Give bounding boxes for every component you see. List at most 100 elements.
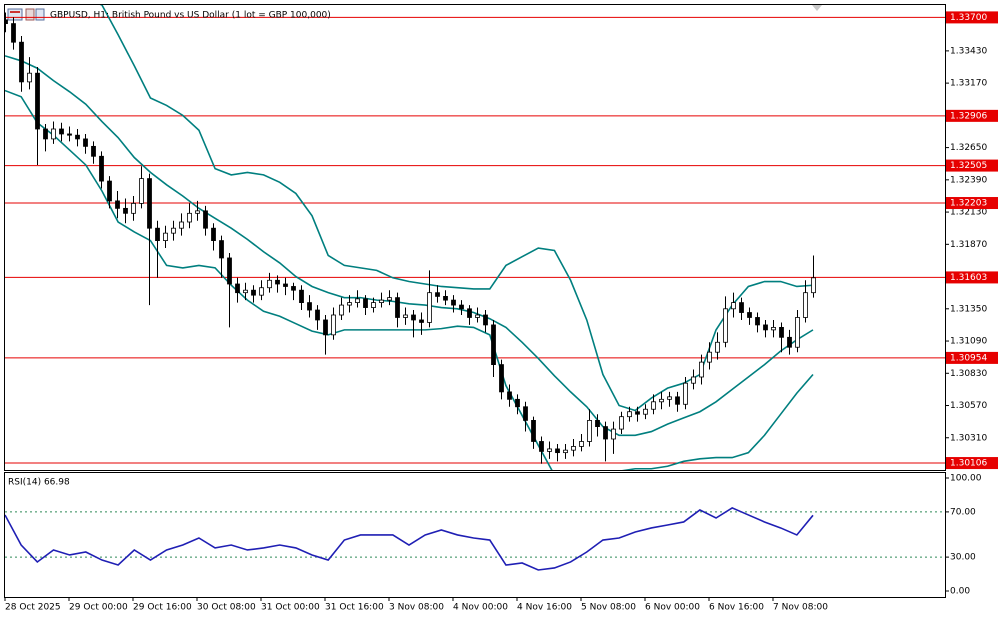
candle-body xyxy=(411,314,416,321)
candle-body xyxy=(691,376,696,384)
candle-body xyxy=(675,396,680,405)
level-label: 1.30106 xyxy=(950,459,987,469)
y-tick-label: 1.31090 xyxy=(950,337,987,347)
candle-body xyxy=(11,23,16,43)
candle-body xyxy=(715,341,720,353)
candle-body xyxy=(627,411,632,418)
candle-body xyxy=(107,180,112,202)
candle-body xyxy=(115,200,120,209)
level-label: 1.32906 xyxy=(950,111,987,121)
candle-body xyxy=(243,289,248,294)
candle-body xyxy=(747,312,752,318)
candle-body xyxy=(227,257,232,285)
candle-body xyxy=(83,138,88,147)
candle-body xyxy=(315,309,320,321)
candle-body xyxy=(443,295,448,301)
candle-body xyxy=(531,419,536,442)
y-tick-label: 1.30310 xyxy=(950,433,987,443)
candle-body xyxy=(403,314,408,318)
x-tick-label: 4 Nov 00:00 xyxy=(453,603,508,613)
x-tick-label: 30 Oct 08:00 xyxy=(197,603,256,613)
chart-title: GBPUSD, H1: British Pound vs US Dollar (… xyxy=(50,11,331,21)
y-tick-label: 1.30570 xyxy=(950,401,987,411)
candle-body xyxy=(507,391,512,400)
candle-body xyxy=(731,302,736,310)
level-label-bg xyxy=(946,159,998,172)
band-lower xyxy=(5,89,814,470)
rsi-y-tick-label: 30.00 xyxy=(950,553,976,563)
candle-body xyxy=(51,128,56,140)
level-label-bg xyxy=(946,11,998,24)
axes: 1.33430 1.33170 1.32650 1.32390 1.32130 1.318… xyxy=(4,11,998,613)
candle-body xyxy=(355,298,360,304)
candle-body xyxy=(67,133,72,136)
candle-body xyxy=(435,292,440,297)
level-label: 1.32505 xyxy=(950,161,987,171)
candle-body xyxy=(603,426,608,440)
level-label: 1.30954 xyxy=(950,353,987,363)
candle-body xyxy=(59,128,64,135)
candle-body xyxy=(139,178,144,204)
candle-body xyxy=(123,207,128,214)
icon xyxy=(35,8,45,21)
y-tick-label: 1.33170 xyxy=(950,79,987,89)
candle-body xyxy=(275,279,280,285)
x-tick-label: 6 Nov 16:00 xyxy=(709,603,764,613)
candle-body xyxy=(475,314,480,318)
level-label-bg xyxy=(946,271,998,284)
candle-body xyxy=(387,297,392,301)
candle-body xyxy=(611,428,616,440)
candle-body xyxy=(483,314,488,326)
rsi-y-tick-label: 0.00 xyxy=(950,587,970,597)
candle-body xyxy=(547,448,552,452)
candle-body xyxy=(491,324,496,366)
candle-body xyxy=(291,286,296,291)
candle-body xyxy=(307,302,312,311)
candle-body xyxy=(195,210,200,214)
candle-body xyxy=(595,419,600,427)
main-panel xyxy=(4,4,946,471)
candle-body xyxy=(371,302,376,308)
candle-body xyxy=(35,72,40,130)
icon xyxy=(25,8,35,21)
y-tick-label: 1.31350 xyxy=(950,304,987,314)
y-tick-label: 1.32390 xyxy=(950,175,987,185)
candle-body xyxy=(635,411,640,415)
candle-body xyxy=(379,299,384,303)
x-tick-label: 31 Oct 00:00 xyxy=(261,603,320,613)
rsi-title: RSI(14) 66.98 xyxy=(8,478,70,488)
rsi-line xyxy=(5,507,814,571)
rsi-y-tick-label: 100.00 xyxy=(950,473,982,483)
candle-body xyxy=(803,292,808,318)
candle-body xyxy=(219,240,224,259)
candle-body xyxy=(587,419,592,442)
candle-body xyxy=(683,382,688,405)
candle-body xyxy=(571,446,576,451)
candle-body xyxy=(555,448,560,454)
x-tick-label: 28 Oct 2025 xyxy=(5,603,61,613)
candle-body xyxy=(419,319,424,323)
candle-body xyxy=(27,72,32,83)
candle-body xyxy=(651,401,656,410)
level-label: 1.31603 xyxy=(950,273,987,283)
candle-body xyxy=(235,283,240,294)
shift-marker xyxy=(812,5,822,11)
candle-body xyxy=(171,227,176,234)
candle-body xyxy=(515,398,520,408)
candle-body xyxy=(779,326,784,338)
candle-body xyxy=(811,277,816,294)
level-label-bg xyxy=(946,109,998,122)
candle-body xyxy=(643,408,648,415)
candle-body xyxy=(163,232,168,242)
level-label-bg xyxy=(946,457,998,470)
candle-body xyxy=(755,317,760,326)
candle-body xyxy=(787,336,792,348)
band-middle xyxy=(5,55,814,437)
candle-body xyxy=(267,279,272,289)
rsi-panel xyxy=(4,472,946,598)
candle-body xyxy=(147,178,152,229)
rsi-plot xyxy=(5,507,945,571)
x-tick-label: 4 Nov 16:00 xyxy=(517,603,572,613)
candle-body xyxy=(283,283,288,287)
